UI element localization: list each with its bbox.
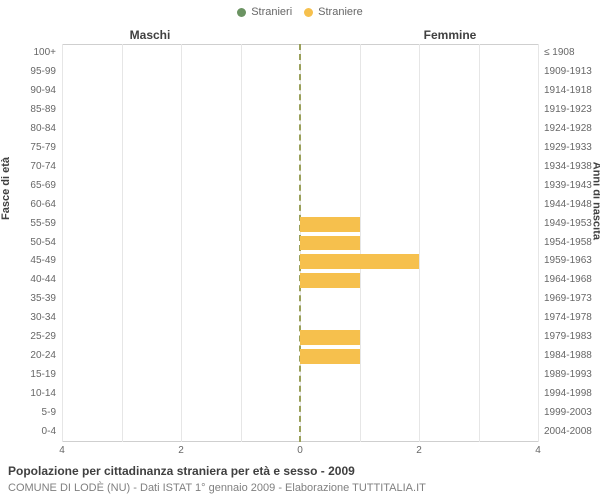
age-row: 65-691939-1943	[62, 177, 538, 196]
birth-year-label: 1969-1973	[538, 290, 598, 309]
age-row: 60-641944-1948	[62, 196, 538, 215]
age-row: 5-91999-2003	[62, 404, 538, 423]
age-label: 70-74	[16, 158, 62, 177]
legend-item-male: Stranieri	[237, 6, 292, 18]
x-tick-label: 2	[416, 442, 422, 456]
chart-plot-area: 42024100+≤ 190895-991909-191390-941914-1…	[62, 44, 538, 442]
age-label: 20-24	[16, 347, 62, 366]
age-label: 75-79	[16, 139, 62, 158]
birth-year-label: 1994-1998	[538, 385, 598, 404]
chart-caption: Popolazione per cittadinanza straniera p…	[8, 464, 355, 478]
age-label: 40-44	[16, 271, 62, 290]
legend-dot-male	[237, 8, 246, 17]
bar-female	[300, 349, 360, 364]
x-tick-label: 4	[59, 442, 65, 456]
age-row: 90-941914-1918	[62, 82, 538, 101]
birth-year-label: 1939-1943	[538, 177, 598, 196]
birth-year-label: 1959-1963	[538, 252, 598, 271]
x-tick-label: 4	[535, 442, 541, 456]
birth-year-label: 1964-1968	[538, 271, 598, 290]
bar-female	[300, 330, 360, 345]
age-row: 100+≤ 1908	[62, 44, 538, 63]
y-axis-title-left: Fasce di età	[0, 157, 12, 220]
birth-year-label: 1934-1938	[538, 158, 598, 177]
bar-female	[300, 254, 419, 269]
age-label: 80-84	[16, 120, 62, 139]
age-label: 65-69	[16, 177, 62, 196]
age-label: 85-89	[16, 101, 62, 120]
age-label: 5-9	[16, 404, 62, 423]
bar-female	[300, 273, 360, 288]
age-label: 10-14	[16, 385, 62, 404]
age-label: 45-49	[16, 252, 62, 271]
age-label: 95-99	[16, 63, 62, 82]
age-row: 35-391969-1973	[62, 290, 538, 309]
legend-label-female: Straniere	[318, 6, 363, 18]
birth-year-label: 1954-1958	[538, 234, 598, 253]
birth-year-label: 1909-1913	[538, 63, 598, 82]
legend-item-female: Straniere	[304, 6, 363, 18]
age-label: 60-64	[16, 196, 62, 215]
x-tick-label: 0	[297, 442, 303, 456]
birth-year-label: 1919-1923	[538, 101, 598, 120]
birth-year-label: 1979-1983	[538, 328, 598, 347]
age-row: 10-141994-1998	[62, 385, 538, 404]
age-label: 0-4	[16, 423, 62, 442]
legend: Stranieri Straniere	[0, 6, 600, 18]
age-row: 15-191989-1993	[62, 366, 538, 385]
age-row: 75-791929-1933	[62, 139, 538, 158]
age-row: 50-541954-1958	[62, 234, 538, 253]
age-row: 0-42004-2008	[62, 423, 538, 442]
age-label: 50-54	[16, 234, 62, 253]
age-label: 25-29	[16, 328, 62, 347]
birth-year-label: 1944-1948	[538, 196, 598, 215]
age-label: 35-39	[16, 290, 62, 309]
age-row: 40-441964-1968	[62, 271, 538, 290]
birth-year-label: 1974-1978	[538, 309, 598, 328]
age-row: 70-741934-1938	[62, 158, 538, 177]
age-label: 90-94	[16, 82, 62, 101]
birth-year-label: 1984-1988	[538, 347, 598, 366]
legend-label-male: Stranieri	[251, 6, 292, 18]
age-row: 85-891919-1923	[62, 101, 538, 120]
bar-female	[300, 236, 360, 251]
birth-year-label: ≤ 1908	[538, 44, 598, 63]
age-row: 20-241984-1988	[62, 347, 538, 366]
chart-subcaption: COMUNE DI LODÈ (NU) - Dati ISTAT 1° genn…	[8, 482, 426, 494]
age-row: 30-341974-1978	[62, 309, 538, 328]
birth-year-label: 1999-2003	[538, 404, 598, 423]
legend-dot-female	[304, 8, 313, 17]
age-label: 15-19	[16, 366, 62, 385]
birth-year-label: 1924-1928	[538, 120, 598, 139]
age-label: 30-34	[16, 309, 62, 328]
age-row: 95-991909-1913	[62, 63, 538, 82]
bar-female	[300, 217, 360, 232]
age-label: 55-59	[16, 215, 62, 234]
birth-year-label: 1914-1918	[538, 82, 598, 101]
age-label: 100+	[16, 44, 62, 63]
column-title-female: Femmine	[300, 28, 600, 42]
age-row: 45-491959-1963	[62, 252, 538, 271]
age-row: 80-841924-1928	[62, 120, 538, 139]
age-row: 25-291979-1983	[62, 328, 538, 347]
x-tick-label: 2	[178, 442, 184, 456]
birth-year-label: 2004-2008	[538, 423, 598, 442]
birth-year-label: 1989-1993	[538, 366, 598, 385]
birth-year-label: 1929-1933	[538, 139, 598, 158]
column-title-male: Maschi	[0, 28, 300, 42]
age-row: 55-591949-1953	[62, 215, 538, 234]
birth-year-label: 1949-1953	[538, 215, 598, 234]
